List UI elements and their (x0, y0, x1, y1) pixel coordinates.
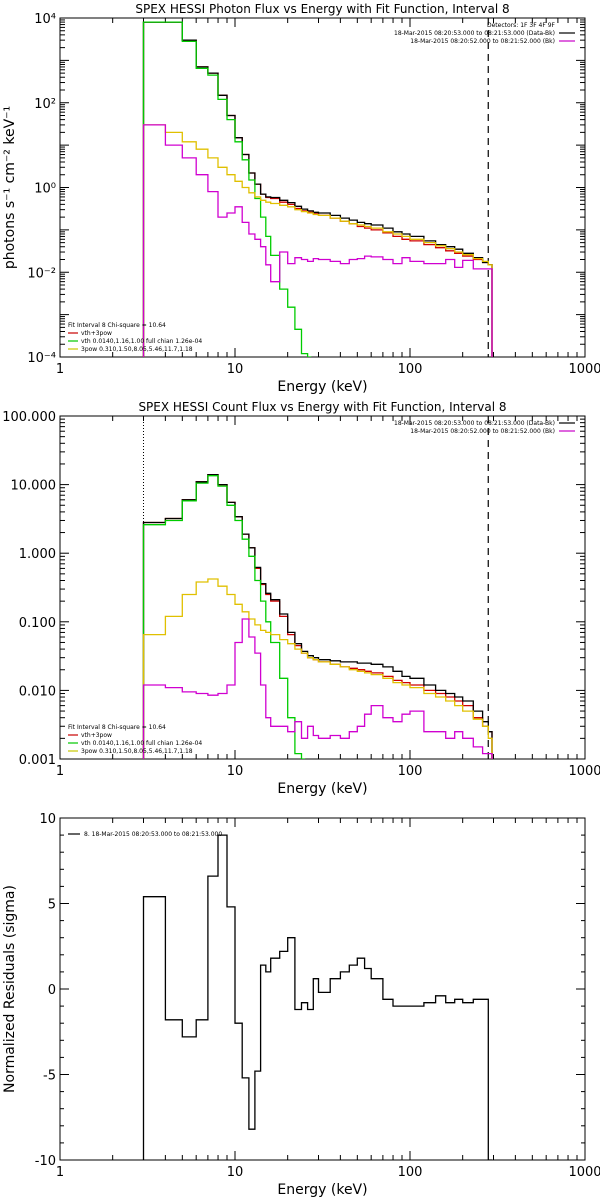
x-tick-label: 1 (56, 1165, 64, 1180)
x-tick-label: 1000 (568, 1165, 600, 1180)
legend-entry: 18-Mar-2015 08:20:52.000 to 08:21:52.000… (410, 38, 555, 45)
x-axis-label: Energy (keV) (277, 781, 367, 797)
plot-frame (59, 817, 586, 1161)
x-axis: 1 10 100 1000 Energy (keV) (56, 18, 600, 395)
chart-title: SPEX HESSI Photon Flux vs Energy with Fi… (135, 2, 509, 16)
x-tick-label: 1 (56, 764, 64, 779)
y-tick-label: 10⁴ (34, 12, 56, 27)
y-tick-label: 10 (39, 812, 56, 827)
legend-entry: 18-Mar-2015 08:20:52.000 to 08:21:52.000… (410, 428, 555, 435)
legend-entry: vth 0.0140,1.16,1.00 full chian 1.26e-04 (81, 740, 202, 747)
legend-top-right: 18-Mar-2015 08:20:53.000 to 08:21:53.000… (394, 420, 575, 435)
legend-entry: 18-Mar-2015 08:20:53.000 to 08:21:53.000… (394, 30, 555, 37)
x-tick-label: 10 (227, 362, 244, 377)
legend-top-left: 8. 18-Mar-2015 08:20:53.000 to 08:21:53.… (68, 831, 222, 838)
y-axis-label: Normalized Residuals (sigma) (2, 885, 18, 1093)
x-tick-label: 10 (227, 1165, 244, 1180)
series-group (142, 834, 492, 1160)
legend-bottom-left: Fit Interval 8 Chi-square = 10.64vth+3po… (68, 322, 202, 353)
series-line-1 (142, 834, 492, 1160)
series-line-5 (142, 618, 493, 759)
series-line-5 (142, 124, 493, 357)
plot-frame (59, 17, 586, 358)
x-axis-label: Energy (keV) (277, 379, 367, 395)
legend-entry: Fit Interval 8 Chi-square = 10.64 (68, 724, 166, 731)
plot-frame (59, 415, 586, 760)
legend-entry: 3pow 0.310,1.50,8.05,5.46,11.7,1.18 (81, 748, 193, 755)
y-tick-label: 5 (48, 898, 56, 913)
y-tick-label: 10² (34, 97, 56, 112)
series-line-3 (142, 21, 312, 357)
x-tick-label: 100 (398, 764, 423, 779)
y-tick-label: 0.001 (19, 753, 56, 768)
y-tick-label: 0 (48, 983, 56, 998)
y-tick-label: 1.000 (19, 547, 56, 562)
y-tick-label: 10.000 (11, 479, 57, 494)
x-tick-label: 1 (56, 362, 64, 377)
x-axis: 1 10 100 1000 Energy (keV) (56, 416, 600, 797)
y-tick-label: 10⁰ (34, 182, 56, 197)
series-group (142, 473, 493, 759)
y-tick-label: -5 (43, 1069, 56, 1084)
y-tick-label: 100.000 (2, 410, 56, 425)
series-group (142, 21, 493, 357)
x-axis: 1 10 100 1000 Energy (keV) (56, 818, 600, 1198)
x-tick-label: 1000 (568, 362, 600, 377)
legend-entry: 3pow 0.310,1.50,8.05,5.46,11.7,1.18 (81, 346, 193, 353)
legend-entry: Fit Interval 8 Chi-square = 10.64 (68, 322, 166, 329)
legend-entry: vth+3pow (81, 732, 112, 739)
series-line-4 (142, 124, 493, 357)
series-line-4 (142, 578, 493, 759)
chart-panel-3: 1 10 100 1000 Energy (keV) -10 -5 0 5 10 Normalize… (2, 812, 600, 1198)
legend-entry: vth 0.0140,1.16,1.00 full chian 1.26e-04 (81, 338, 202, 345)
y-tick-label: -10 (35, 1154, 56, 1169)
y-axis: 0.001 0.010 0.100 1.000 10.000 100.000 (2, 410, 585, 768)
series-line-3 (142, 475, 306, 759)
x-tick-label: 10 (227, 764, 244, 779)
y-axis-label: photons s⁻¹ cm⁻² keV⁻¹ (2, 106, 18, 269)
chart-title: SPEX HESSI Count Flux vs Energy with Fit… (138, 400, 506, 414)
legend-entry: Detectors: 1F 3F 4F 9F (487, 22, 556, 29)
series-line-1 (142, 473, 493, 759)
y-axis: -10 -5 0 5 10 Normalized Residuals (sigma) (2, 812, 585, 1169)
y-tick-label: 0.100 (19, 616, 56, 631)
chart-panel-2: SPEX HESSI Count Flux vs Energy with Fit… (2, 400, 600, 797)
x-axis-label: Energy (keV) (277, 1182, 367, 1198)
series-line-1 (142, 21, 493, 357)
y-tick-label: 10⁻⁴ (27, 351, 56, 366)
legend-entry: 18-Mar-2015 08:20:53.000 to 08:21:53.000… (394, 420, 555, 427)
series-line-2 (142, 21, 493, 357)
legend-bottom-left: Fit Interval 8 Chi-square = 10.64vth+3po… (68, 724, 202, 755)
x-tick-label: 1000 (568, 764, 600, 779)
x-tick-label: 100 (398, 362, 423, 377)
x-tick-label: 100 (398, 1165, 423, 1180)
y-axis: 10⁻⁴ 10⁻² 10⁰ 10² 10⁴ photons s⁻¹ cm⁻² keV⁻¹ (2, 12, 585, 366)
legend-entry: vth+3pow (81, 330, 112, 337)
series-line-2 (142, 473, 493, 759)
y-tick-label: 0.010 (19, 684, 56, 699)
legend-entry: 8. 18-Mar-2015 08:20:53.000 to 08:21:53.… (84, 831, 222, 838)
y-tick-label: 10⁻² (27, 266, 56, 281)
chart-panel-1: SPEX HESSI Photon Flux vs Energy with Fi… (2, 2, 600, 395)
